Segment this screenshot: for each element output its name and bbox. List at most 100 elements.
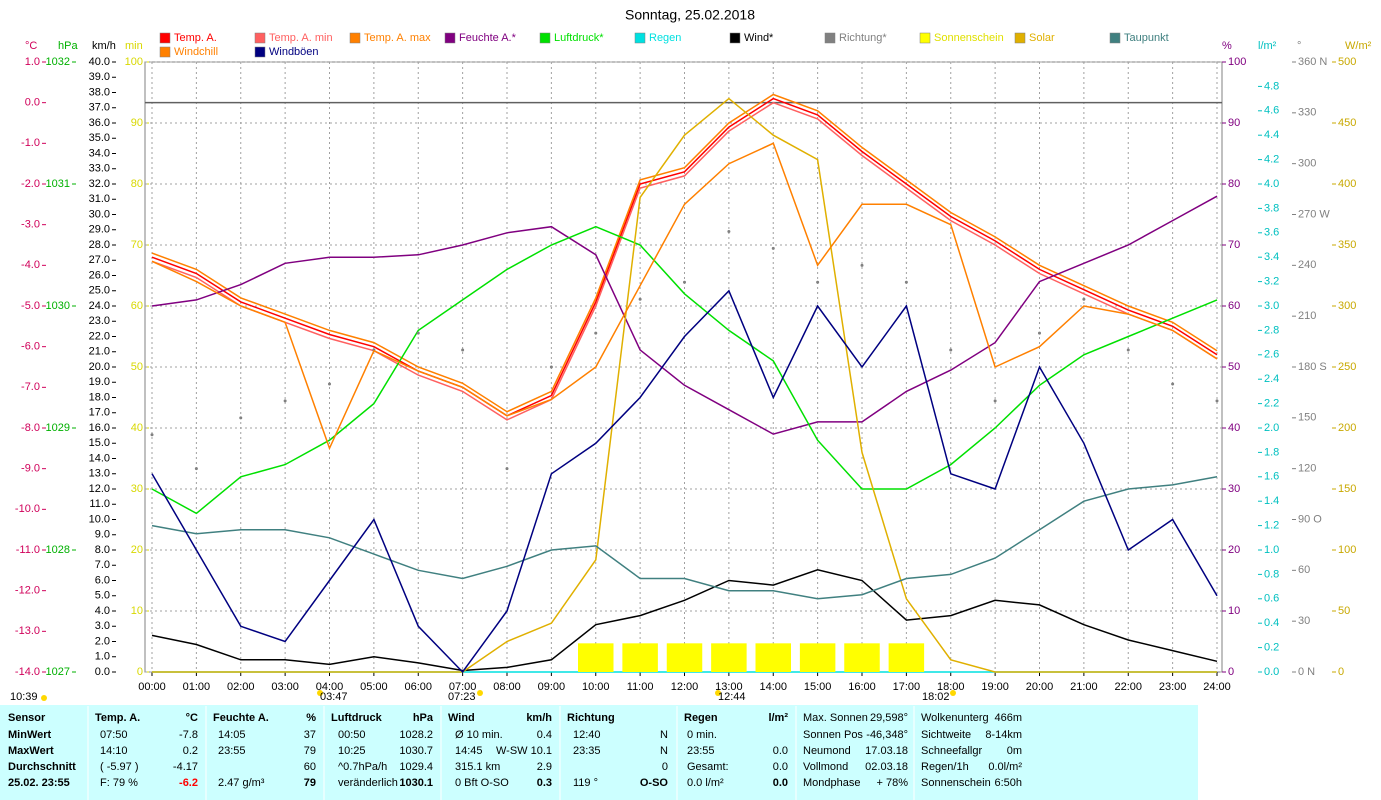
y-tick-label: 270 W	[1298, 208, 1330, 220]
series-line	[152, 97, 1217, 673]
row-label: Durchschnitt	[8, 761, 76, 773]
y-tick-label: 10	[1228, 605, 1240, 617]
legend-swatch	[729, 32, 741, 44]
info-value: 29,598°	[870, 712, 908, 724]
series-dot	[461, 348, 465, 352]
series-dot	[638, 297, 642, 301]
info-value: 8-14km	[985, 729, 1022, 741]
cell-value: 0.3	[537, 777, 552, 789]
series-line	[151, 142, 1218, 451]
cell-value: 37	[304, 729, 316, 741]
y-tick-label: 60	[131, 300, 143, 312]
legend-swatch	[349, 32, 361, 44]
series-dot	[328, 382, 331, 386]
x-tick-label: 04:00	[316, 681, 344, 693]
series-dot	[816, 280, 820, 284]
series-bar	[799, 643, 836, 672]
sun-icon	[715, 690, 721, 696]
info-label: Wolkenunterg	[921, 712, 989, 724]
y-tick-label: 4.2	[1264, 154, 1279, 166]
y-tick-label: 0.2	[1264, 642, 1279, 654]
y-tick-label: 4.4	[1264, 129, 1279, 141]
y-tick-label: -14.0	[15, 666, 40, 678]
cell-label: 0 Bft O-SO	[455, 777, 509, 789]
y-tick-label: 1029	[46, 422, 70, 434]
series-line	[151, 97, 1218, 417]
cell-label: 07:50	[100, 729, 128, 741]
legend-swatch	[1109, 32, 1121, 44]
cell-label: 14:45	[455, 745, 483, 757]
y-tick-label: 20	[1228, 544, 1240, 556]
y-tick-label: 0	[137, 666, 143, 678]
series-bar	[578, 643, 614, 672]
info-label: Sonnen Pos	[803, 729, 863, 741]
y-tick-label: -3.0	[21, 219, 40, 231]
y-tick-label: 2.2	[1264, 398, 1279, 410]
series-dot	[1215, 399, 1219, 403]
axis-unit: °C	[25, 40, 37, 52]
y-tick-label: 28.0	[89, 239, 110, 251]
cell-value: 79	[304, 745, 316, 757]
series-dot	[1038, 331, 1041, 335]
y-tick-label: 2.4	[1264, 373, 1279, 385]
sun-icon	[317, 690, 323, 696]
info-label: Schneefallgr	[921, 745, 982, 757]
time-annotation: 12:44	[718, 691, 746, 703]
y-tick-label: 0.0	[25, 97, 40, 109]
legend-swatch	[1014, 32, 1026, 44]
legend-label: Solar	[1029, 32, 1055, 44]
y-tick-label: 0 N	[1298, 666, 1315, 678]
cell-value: 1030.1	[399, 777, 433, 789]
cell-label: Ø 10 min.	[455, 729, 503, 741]
legend-swatch	[539, 32, 551, 44]
series-dot	[1126, 348, 1130, 352]
series-dot	[683, 280, 686, 284]
y-tick-label: 0	[1228, 666, 1234, 678]
axis-unit: km/h	[92, 40, 116, 52]
y-tick-label: 14.0	[89, 452, 110, 464]
cell-value: O-SO	[640, 777, 669, 789]
y-tick-label: 60	[1228, 300, 1240, 312]
y-tick-label: 32.0	[89, 178, 110, 190]
cell-label: ( -5.97 )	[100, 761, 139, 773]
y-tick-label: -5.0	[21, 300, 40, 312]
cell-label: 0.0 l/m²	[687, 777, 724, 789]
table-unit: °C	[186, 712, 198, 724]
y-tick-label: 10	[131, 605, 143, 617]
y-tick-label: 1028	[46, 544, 70, 556]
table-header: Feuchte A.	[213, 712, 269, 724]
y-tick-label: 100	[1228, 56, 1246, 68]
cell-value: 0.0	[773, 777, 788, 789]
stats-panel	[0, 705, 1198, 800]
cell-value: 60	[304, 761, 316, 773]
y-tick-label: 3.4	[1264, 251, 1279, 263]
y-tick-label: 30	[1298, 615, 1310, 627]
y-tick-label: 0.6	[1264, 593, 1279, 605]
x-tick-label: 03:00	[271, 681, 299, 693]
series-line	[151, 289, 1218, 674]
y-tick-label: 90	[131, 117, 143, 129]
y-tick-label: 34.0	[89, 147, 110, 159]
info-value: 466m	[994, 712, 1022, 724]
y-tick-label: 40.0	[89, 56, 110, 68]
series-bar	[888, 643, 925, 672]
y-tick-label: 3.0	[1264, 300, 1279, 312]
series-dot	[1171, 382, 1175, 386]
cell-label: 00:50	[338, 729, 366, 741]
y-tick-label: 20	[131, 544, 143, 556]
legend-label: Feuchte A.*	[459, 32, 517, 44]
cell-label: 14:05	[218, 729, 246, 741]
series-bar	[666, 643, 703, 672]
cell-value: N	[660, 745, 668, 757]
legend-swatch	[159, 32, 171, 44]
info-label: Neumond	[803, 745, 851, 757]
axis-unit: %	[1222, 40, 1232, 52]
series-dot	[150, 433, 154, 437]
cell-label: 12:40	[573, 729, 601, 741]
y-tick-label: 36.0	[89, 117, 110, 129]
y-tick-label: 40	[1228, 422, 1240, 434]
y-tick-label: 1.0	[25, 56, 40, 68]
y-tick-label: 1.6	[1264, 471, 1279, 483]
series-dot	[949, 348, 953, 352]
